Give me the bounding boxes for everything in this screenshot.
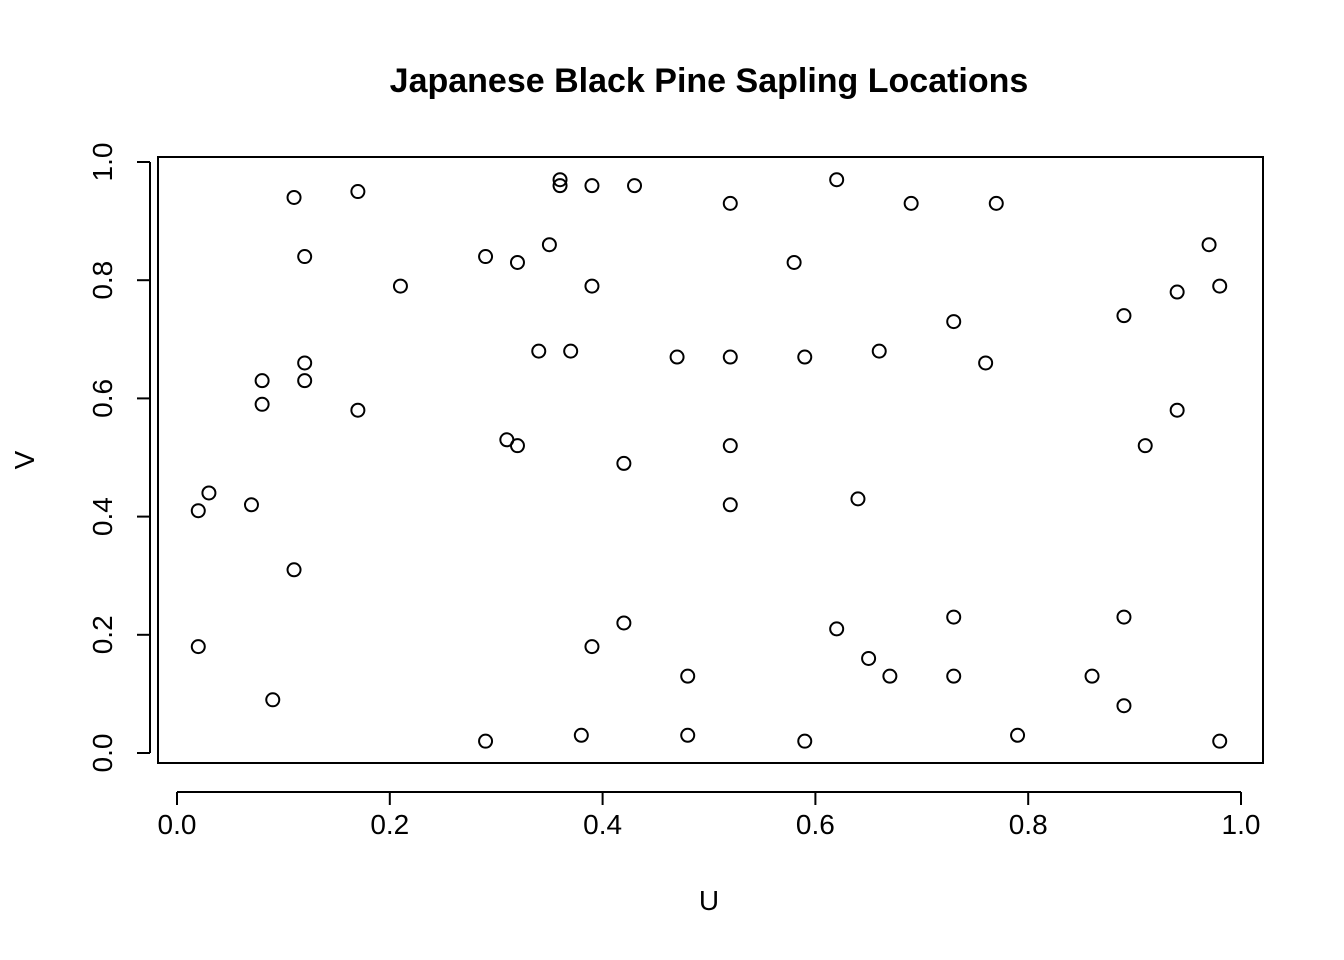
data-point (1116, 609, 1132, 625)
data-point (1201, 237, 1217, 253)
data-point (797, 349, 813, 365)
x-tick-label: 0.8 (1009, 809, 1048, 840)
data-point (552, 178, 568, 194)
data-point (286, 189, 302, 205)
data-point (871, 343, 887, 359)
data-point (190, 503, 206, 519)
y-tick-label: 0.8 (87, 261, 118, 300)
data-point (722, 349, 738, 365)
data-point (584, 178, 600, 194)
data-point (829, 621, 845, 637)
data-point (903, 195, 919, 211)
data-point (584, 278, 600, 294)
data-point (680, 668, 696, 684)
data-point (722, 195, 738, 211)
data-point (669, 349, 685, 365)
y-tick-label: 0.4 (87, 497, 118, 536)
data-point (478, 733, 494, 749)
y-axis-label: V (9, 450, 40, 469)
data-point (297, 373, 313, 389)
data-point (552, 172, 568, 188)
data-point (1169, 402, 1185, 418)
data-point (350, 184, 366, 200)
data-point (978, 355, 994, 371)
data-point (509, 254, 525, 270)
data-point (350, 402, 366, 418)
data-point (541, 237, 557, 253)
data-point (297, 355, 313, 371)
data-point (201, 485, 217, 501)
data-point (627, 178, 643, 194)
data-point (797, 733, 813, 749)
data-point (1212, 278, 1228, 294)
data-point (297, 249, 313, 265)
data-point (616, 615, 632, 631)
data-point (988, 195, 1004, 211)
data-point (786, 254, 802, 270)
y-tick-label: 0.0 (87, 734, 118, 773)
x-tick-label: 0.6 (796, 809, 835, 840)
data-point (680, 727, 696, 743)
x-tick-label: 0.0 (158, 809, 197, 840)
y-tick-label: 0.2 (87, 615, 118, 654)
data-point (1116, 698, 1132, 714)
data-point (584, 639, 600, 655)
data-point (722, 438, 738, 454)
data-point (616, 455, 632, 471)
data-point (1116, 308, 1132, 324)
y-axis: 0.0 0.2 0.4 0.6 0.8 1.0 (87, 143, 151, 773)
data-point (861, 650, 877, 666)
plot-frame (157, 156, 1264, 764)
data-point (850, 491, 866, 507)
data-point (1137, 438, 1153, 454)
x-tick-label: 0.2 (370, 809, 409, 840)
x-tick-label: 1.0 (1222, 809, 1261, 840)
data-point (946, 609, 962, 625)
x-axis: 0.0 0.2 0.4 0.6 0.8 1.0 (158, 791, 1261, 840)
data-point (392, 278, 408, 294)
data-point (882, 668, 898, 684)
data-point (1212, 733, 1228, 749)
data-point (478, 249, 494, 265)
y-tick-label: 1.0 (87, 143, 118, 182)
data-point (243, 497, 259, 513)
x-tick-label: 0.4 (583, 809, 622, 840)
data-point (946, 668, 962, 684)
chart-title: Japanese Black Pine Sapling Locations (390, 62, 1029, 100)
data-point (254, 396, 270, 412)
data-point (946, 314, 962, 330)
data-point (286, 562, 302, 578)
data-point (1010, 727, 1026, 743)
data-point (265, 692, 281, 708)
x-axis-label: U (699, 885, 719, 916)
data-point (531, 343, 547, 359)
data-point (254, 373, 270, 389)
data-point (1084, 668, 1100, 684)
y-tick-label: 0.6 (87, 379, 118, 418)
data-point (509, 438, 525, 454)
data-points (190, 172, 1228, 749)
data-point (190, 639, 206, 655)
data-point (829, 172, 845, 188)
data-point (1169, 284, 1185, 300)
data-point (573, 727, 589, 743)
data-point (563, 343, 579, 359)
data-point (722, 497, 738, 513)
